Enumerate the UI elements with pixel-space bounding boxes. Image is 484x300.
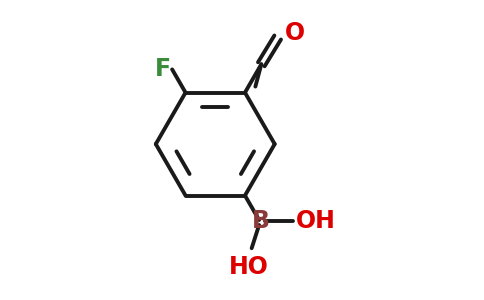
Text: O: O (285, 21, 305, 45)
Text: HO: HO (229, 255, 269, 279)
Text: OH: OH (296, 209, 336, 233)
Text: F: F (154, 57, 171, 81)
Text: B: B (252, 209, 270, 233)
